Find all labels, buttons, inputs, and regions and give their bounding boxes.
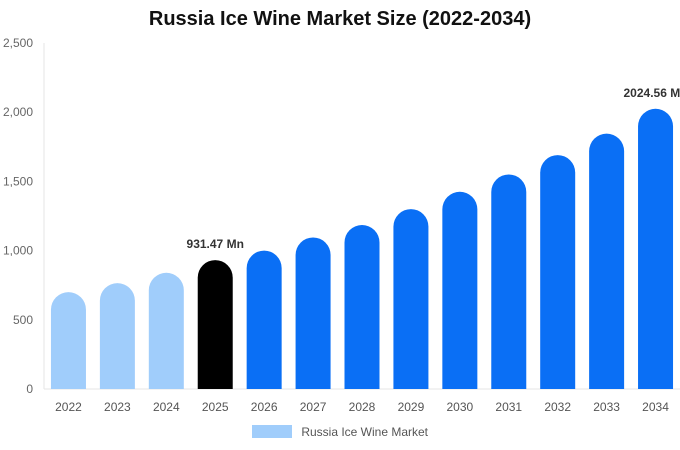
x-tick-label: 2030: [446, 400, 473, 414]
legend-label: Russia Ice Wine Market: [301, 424, 429, 439]
bar: [393, 209, 429, 389]
x-tick-label: 2032: [544, 400, 571, 414]
bar: [148, 272, 184, 389]
bar: [589, 133, 625, 389]
y-tick-label: 1,000: [3, 244, 33, 258]
data-label: 2024.56 Mn: [624, 86, 680, 100]
y-tick-label: 500: [13, 313, 33, 327]
chart-title: Russia Ice Wine Market Size (2022-2034): [148, 8, 532, 30]
bar: [99, 283, 135, 389]
bar: [50, 292, 86, 389]
data-label: 931.47 Mn: [187, 237, 244, 251]
bar: [197, 260, 233, 389]
y-tick-label: 2,000: [3, 105, 33, 119]
x-tick-label: 2029: [398, 400, 425, 414]
bar: [442, 191, 478, 389]
x-tick-label: 2023: [104, 400, 131, 414]
bar: [491, 174, 527, 389]
bar: [246, 250, 282, 389]
bar: [540, 155, 576, 389]
x-tick-label: 2025: [202, 400, 229, 414]
x-tick-label: 2034: [642, 400, 669, 414]
bar: [344, 224, 380, 389]
y-tick-label: 1,500: [3, 174, 33, 188]
bar: [295, 237, 331, 389]
x-tick-label: 2022: [55, 400, 82, 414]
x-tick-label: 2033: [593, 400, 620, 414]
x-tick-label: 2031: [495, 400, 522, 414]
y-tick-label: 2,500: [3, 36, 33, 50]
legend[interactable]: Russia Ice Wine Market: [0, 424, 680, 439]
x-tick-label: 2027: [300, 400, 327, 414]
legend-swatch: [251, 425, 292, 439]
x-tick-label: 2028: [349, 400, 376, 414]
y-tick-label: 0: [26, 382, 33, 396]
bar: [638, 108, 674, 389]
x-tick-label: 2024: [153, 400, 180, 414]
x-tick-label: 2026: [251, 400, 278, 414]
